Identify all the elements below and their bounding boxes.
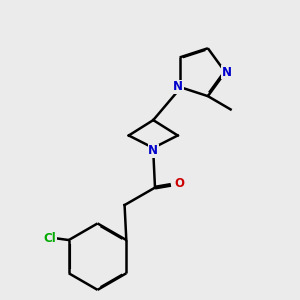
Text: O: O [175, 177, 184, 190]
Text: N: N [148, 144, 158, 158]
Text: N: N [173, 80, 183, 94]
Text: N: N [222, 66, 232, 79]
Text: Cl: Cl [43, 232, 56, 245]
